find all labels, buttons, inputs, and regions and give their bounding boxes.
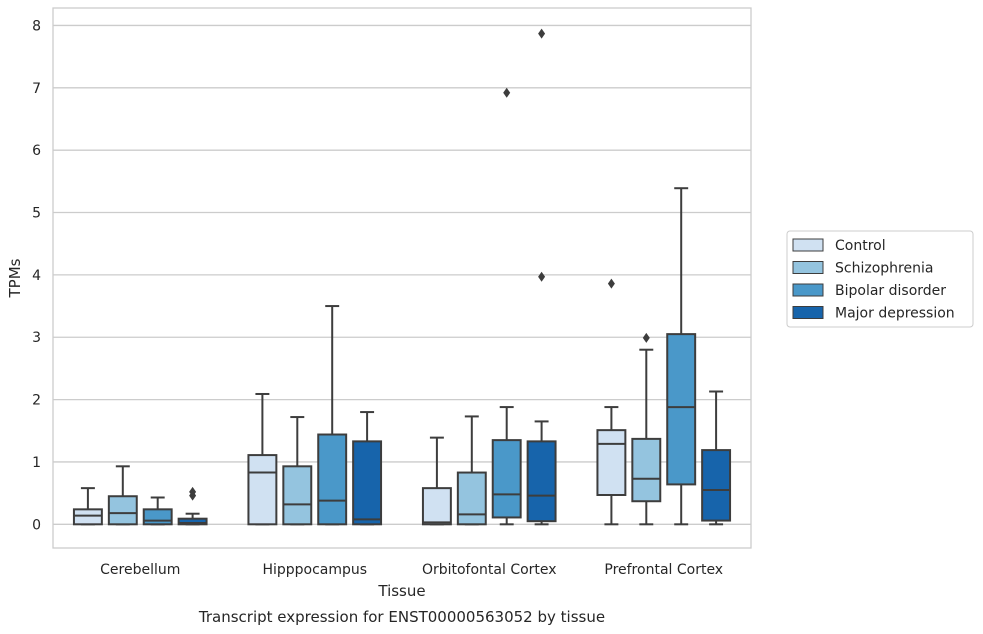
box-control — [421, 436, 452, 526]
legend-frame — [786, 230, 974, 328]
box-schizophrenia — [456, 415, 487, 526]
box-bipolar-disorder — [317, 305, 348, 526]
y-tick-label: 6 — [32, 143, 41, 159]
y-tick-label: 4 — [32, 268, 41, 284]
y-tick-label: 3 — [32, 330, 41, 346]
box-iqr — [666, 333, 697, 486]
box-iqr — [352, 440, 383, 526]
legend-label: Major depression — [835, 306, 955, 322]
box-iqr — [491, 439, 522, 519]
outlier-point — [503, 87, 511, 98]
box-major-depression — [352, 411, 383, 526]
x-tick-label: Prefrontal Cortex — [604, 562, 723, 578]
box-bipolar-disorder — [491, 87, 522, 526]
box-major-depression — [177, 486, 208, 526]
outlier-point — [642, 332, 650, 343]
box-iqr — [596, 429, 627, 496]
y-tick-label: 0 — [32, 517, 41, 533]
chart-caption: Transcript expression for ENST0000056305… — [198, 608, 605, 626]
grid-lines — [53, 24, 751, 525]
box-iqr — [631, 437, 662, 503]
y-tick-label: 1 — [32, 455, 41, 471]
y-tick-label: 5 — [32, 206, 41, 222]
legend: Control Schizophrenia Bipolar disorder Majo… — [786, 230, 974, 328]
legend-label: Schizophrenia — [835, 261, 933, 277]
box-bipolar-disorder — [142, 496, 173, 526]
plot-frame — [52, 7, 752, 549]
outlier-point — [189, 486, 197, 497]
legend-label: Control — [835, 238, 886, 254]
box-iqr — [282, 465, 313, 526]
box-schizophrenia — [631, 332, 662, 526]
y-tick-label: 8 — [32, 18, 41, 34]
legend-swatch — [792, 238, 824, 252]
x-tick-label: Hipppocampus — [262, 562, 367, 578]
box-iqr — [456, 471, 487, 526]
box-iqr — [317, 433, 348, 526]
box-iqr — [526, 440, 557, 523]
box-iqr — [72, 508, 103, 526]
x-tick-label: Cerebellum — [100, 562, 180, 578]
y-axis-label: TPMs — [6, 258, 24, 298]
y-tick-label: 2 — [32, 393, 41, 409]
box-bipolar-disorder — [666, 187, 697, 526]
box-iqr — [142, 508, 173, 526]
outlier-point — [607, 278, 615, 289]
box-iqr — [247, 454, 278, 526]
box-iqr — [177, 517, 208, 526]
box-control — [72, 487, 103, 526]
y-tick-labels: 0 1 2 3 4 5 6 7 8 — [32, 18, 41, 533]
legend-swatch — [792, 261, 824, 274]
box-control — [247, 392, 278, 526]
legend-swatch — [792, 283, 824, 297]
x-tick-label: Orbitofontal Cortex — [422, 562, 557, 578]
outlier-point — [538, 271, 546, 282]
box-schizophrenia — [107, 465, 138, 526]
y-tick-label: 7 — [32, 81, 41, 97]
box-major-depression — [701, 390, 732, 526]
outlier-point — [538, 28, 546, 39]
x-tick-labels: Cerebellum Hipppocampus Orbitofontal Corte… — [100, 562, 723, 578]
box-iqr — [421, 487, 452, 526]
box-iqr — [701, 449, 732, 522]
box-control — [596, 278, 627, 526]
x-axis-label: Tissue — [377, 582, 425, 600]
box-schizophrenia — [282, 416, 313, 526]
legend-swatch — [792, 306, 824, 319]
legend-label: Bipolar disorder — [835, 283, 946, 299]
box-iqr — [107, 495, 138, 526]
box-series — [72, 28, 732, 526]
box-major-depression — [526, 28, 557, 526]
